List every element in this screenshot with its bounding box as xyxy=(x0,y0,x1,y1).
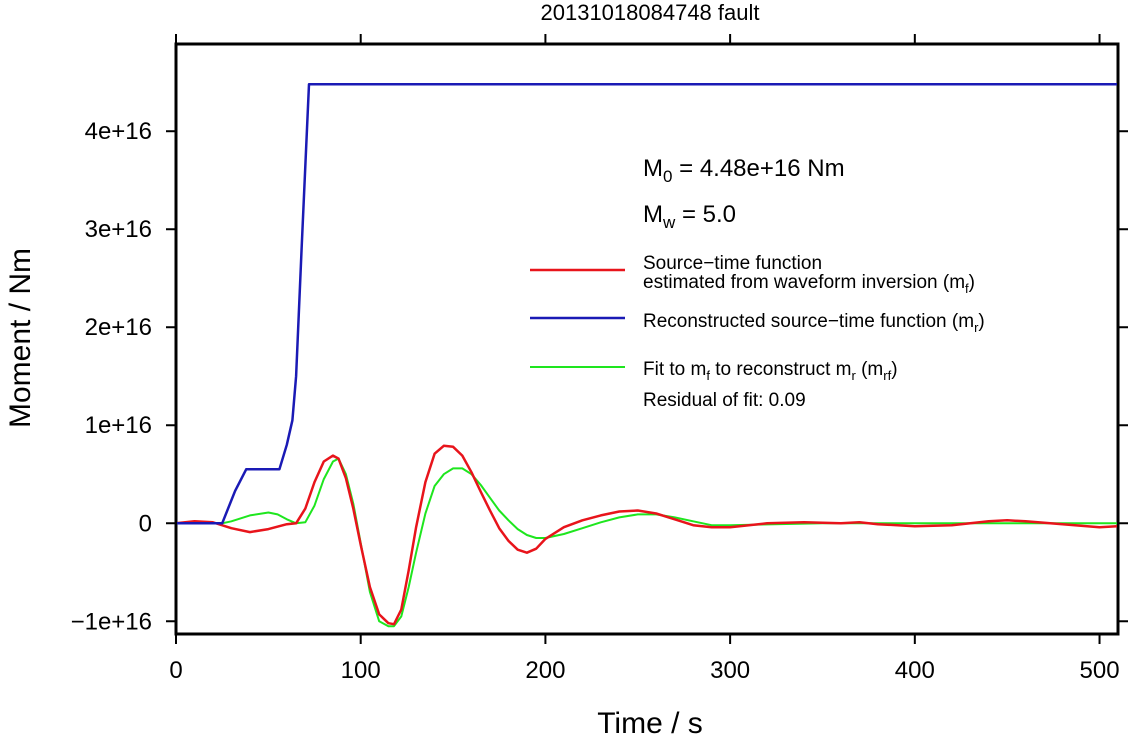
x-tick-label: 100 xyxy=(341,657,381,684)
x-axis-ticks: 0 100 200 300 400 500 xyxy=(169,34,1120,684)
x-axis-label: Time / s xyxy=(597,707,703,735)
y-tick-label: 1e+16 xyxy=(85,412,152,439)
y-tick-label: −1e+16 xyxy=(71,608,152,635)
m0-annotation: M0 = 4.48e+16 Nm xyxy=(643,155,845,186)
x-tick-label: 0 xyxy=(169,657,182,684)
plot-frame xyxy=(174,42,1120,636)
y-axis-label: Moment / Nm xyxy=(4,248,37,428)
mw-annotation: Mw = 5.0 xyxy=(643,201,736,232)
y-tick-label: 4e+16 xyxy=(85,118,152,145)
x-tick-label: 500 xyxy=(1080,657,1120,684)
y-axis-ticks: −1e+16 0 1e+16 2e+16 3e+16 4e+16 xyxy=(71,118,1128,635)
chart-title: 20131018084748 fault xyxy=(541,0,760,25)
series-line-reconstructed xyxy=(177,82,1117,525)
legend-label-fit: Fit to mf to reconstruct mr (mrf) xyxy=(643,359,898,383)
x-tick-label: 400 xyxy=(895,657,935,684)
x-tick-label: 300 xyxy=(710,657,750,684)
residual-annotation: Residual of fit: 0.09 xyxy=(643,390,806,411)
y-tick-label: 3e+16 xyxy=(85,216,152,243)
series-lines xyxy=(177,82,1117,628)
legend: Source−time function estimated from wave… xyxy=(530,253,985,411)
legend-label-stf-line1: Source−time function xyxy=(643,253,822,274)
series-line-fit xyxy=(177,457,1117,628)
y-tick-label: 2e+16 xyxy=(85,314,152,341)
y-tick-label: 0 xyxy=(139,510,152,537)
legend-label-stf-line2: estimated from waveform inversion (mf) xyxy=(643,272,975,296)
legend-label-reconstructed: Reconstructed source−time function (mr) xyxy=(643,311,985,335)
x-tick-label: 200 xyxy=(525,657,565,684)
series-line-stf xyxy=(177,444,1117,626)
